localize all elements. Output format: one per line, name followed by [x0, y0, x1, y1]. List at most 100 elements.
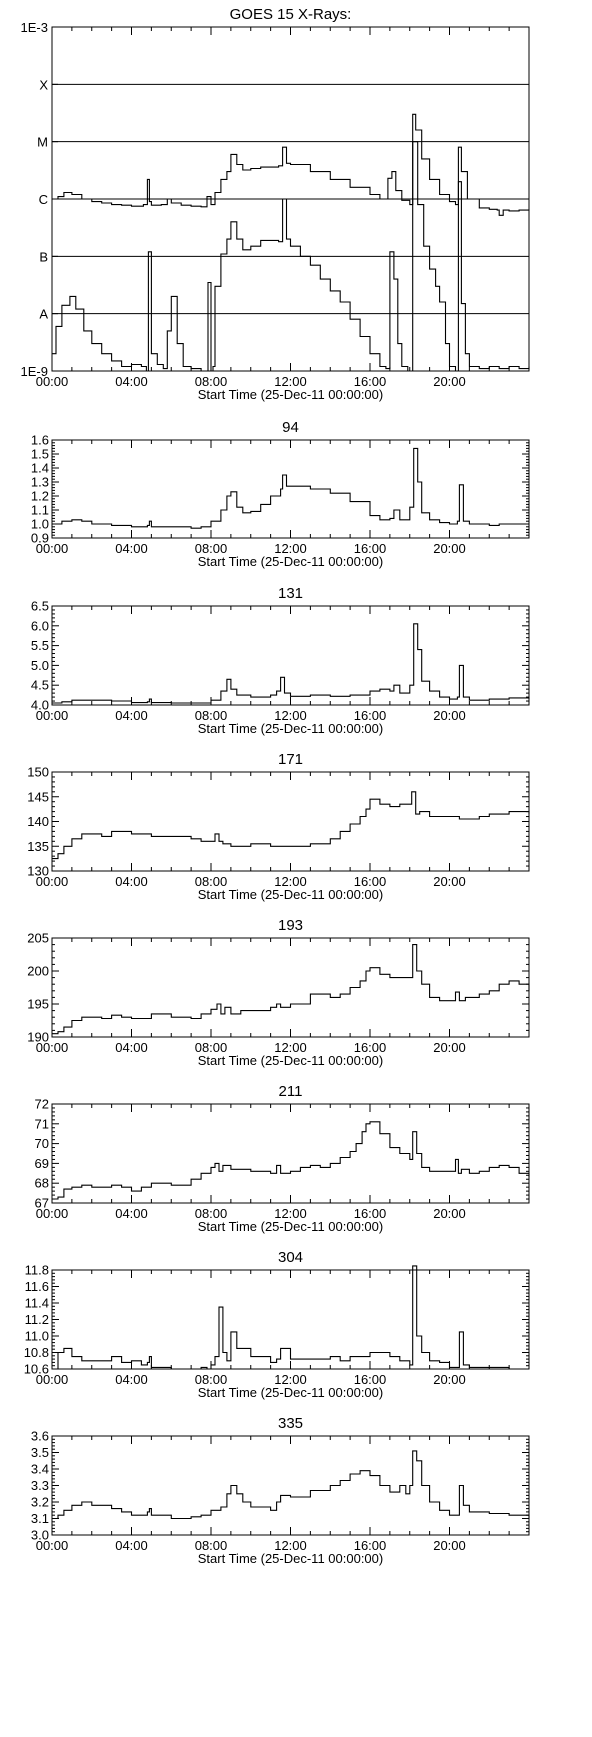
x-tick-label: 16:00: [354, 1040, 387, 1055]
y-tick-label: 1.5: [31, 447, 49, 462]
y-tick-label: 3.4: [31, 1462, 49, 1477]
series-line-0: [52, 791, 530, 860]
y-tick-label: 67: [35, 1196, 49, 1211]
y-tick-label: 190: [27, 1030, 49, 1045]
x-tick-label: 20:00: [433, 1538, 466, 1553]
chart-title: 304: [278, 1249, 303, 1266]
x-tick-label: 00:00: [36, 1372, 69, 1387]
series-line-1: [52, 141, 530, 372]
x-tick-label: 08:00: [195, 374, 228, 389]
x-tick-label: 20:00: [433, 1372, 466, 1387]
x-tick-label: 04:00: [115, 1538, 148, 1553]
x-tick-label: 20:00: [433, 874, 466, 889]
x-tick-label: 12:00: [274, 374, 307, 389]
x-tick-label: 12:00: [274, 541, 307, 556]
y-tick-label: 135: [27, 839, 49, 854]
x-tick-label: 20:00: [433, 541, 466, 556]
chart-panel-193: 193 00:00 04:00 08:00 12:00 16:00 20:00 Start T…: [27, 917, 530, 1068]
x-tick-label: 00:00: [36, 374, 69, 389]
chart-title: 211: [279, 1083, 303, 1100]
chart-title: 335: [278, 1415, 303, 1432]
y-tick-label: 69: [35, 1156, 49, 1171]
y-tick-label: M: [37, 135, 48, 150]
x-tick-label: 16:00: [354, 1372, 387, 1387]
chart-title: 193: [278, 917, 303, 934]
x-tick-label: 08:00: [195, 1538, 228, 1553]
chart-panel-131: 131 00:00 04:00 08:00 12:00 16:00 20:00 Start T…: [31, 585, 530, 736]
chart-panel-211: 211 00:00 04:00 08:00 12:00 16:00 20:00 Start T…: [35, 1083, 530, 1234]
x-tick-label: 04:00: [115, 874, 148, 889]
x-axis-label: Start Time (25-Dec-11 00:00:00): [198, 1551, 383, 1566]
y-tick-label: 72: [35, 1097, 49, 1112]
y-tick-label: 205: [27, 931, 49, 946]
x-tick-label: 16:00: [354, 1206, 387, 1221]
x-axis-label: Start Time (25-Dec-11 00:00:00): [198, 721, 383, 736]
chart-title: 94: [282, 419, 299, 436]
chart-panel-94: 94 00:00 04:00 08:00 12:00 16:00 20:00 Start Ti…: [31, 419, 530, 569]
series-line-0: [52, 944, 530, 1035]
x-tick-label: 00:00: [36, 541, 69, 556]
x-tick-label: 08:00: [195, 1372, 228, 1387]
x-tick-label: 20:00: [433, 1040, 466, 1055]
x-tick-label: 08:00: [195, 874, 228, 889]
x-tick-label: 12:00: [274, 708, 307, 723]
series-line-0: [52, 113, 530, 216]
plot-frame: [51, 1103, 530, 1204]
series-line-0: [52, 1450, 530, 1520]
plot-frame: [51, 937, 530, 1038]
series-line-0: [52, 1265, 529, 1370]
y-tick-label: 1.2: [31, 489, 49, 504]
y-tick-label: 10.6: [24, 1362, 49, 1377]
y-tick-label: 6.0: [31, 618, 49, 633]
y-tick-label: 70: [35, 1136, 49, 1151]
chart-title: 171: [278, 751, 303, 768]
chart-title: 131: [278, 585, 303, 602]
y-tick-label: 68: [35, 1176, 49, 1191]
x-tick-label: 04:00: [115, 708, 148, 723]
series-line-0: [52, 623, 530, 704]
y-tick-label: 3.6: [31, 1429, 49, 1444]
x-tick-label: 08:00: [195, 541, 228, 556]
x-tick-label: 16:00: [354, 374, 387, 389]
y-tick-label: 1.6: [31, 433, 49, 448]
y-tick-label: 11.6: [25, 1279, 49, 1294]
x-tick-label: 04:00: [115, 374, 148, 389]
x-tick-label: 00:00: [36, 874, 69, 889]
x-tick-label: 16:00: [354, 1538, 387, 1553]
x-axis-label: Start Time (25-Dec-11 00:00:00): [198, 1385, 383, 1400]
y-tick-label: 10.8: [24, 1345, 49, 1360]
y-tick-label: 11.8: [25, 1263, 49, 1278]
y-tick-label: 3.5: [31, 1445, 49, 1460]
y-tick-label: 200: [27, 964, 49, 979]
x-tick-label: 08:00: [195, 1206, 228, 1221]
y-tick-label: 71: [35, 1116, 49, 1131]
x-tick-label: 16:00: [354, 874, 387, 889]
x-tick-label: 00:00: [36, 1538, 69, 1553]
y-tick-label: 130: [27, 864, 49, 879]
plot-frame: [51, 605, 530, 706]
y-tick-label: 195: [27, 997, 49, 1012]
y-tick-label: 3.3: [31, 1478, 49, 1493]
y-tick-label: X: [39, 77, 48, 92]
x-axis-label: Start Time (25-Dec-11 00:00:00): [198, 387, 383, 402]
x-tick-label: 04:00: [115, 1372, 148, 1387]
x-tick-label: 16:00: [354, 541, 387, 556]
chart-panel-335: 335 00:00 04:00 08:00 12:00 16:00 20:00 Start T…: [31, 1415, 530, 1566]
y-tick-label: B: [39, 249, 48, 264]
x-tick-label: 12:00: [274, 1206, 307, 1221]
y-tick-label: 145: [27, 789, 49, 804]
x-axis-label: Start Time (25-Dec-11 00:00:00): [198, 1053, 383, 1068]
y-tick-label: 3.0: [31, 1528, 49, 1543]
plot-frame: [51, 771, 530, 872]
series-line-0: [52, 1121, 530, 1200]
x-tick-label: 04:00: [115, 541, 148, 556]
x-tick-label: 20:00: [433, 708, 466, 723]
x-tick-label: 00:00: [36, 1040, 69, 1055]
x-tick-label: 12:00: [274, 1372, 307, 1387]
plot-frame: [51, 1435, 530, 1536]
x-tick-label: 16:00: [354, 708, 387, 723]
chart-panel-304: 304 00:00 04:00 08:00 12:00 16:00 20:00 Start T…: [24, 1249, 530, 1400]
x-tick-label: 00:00: [36, 708, 69, 723]
y-tick-label: 1E-3: [21, 20, 48, 35]
